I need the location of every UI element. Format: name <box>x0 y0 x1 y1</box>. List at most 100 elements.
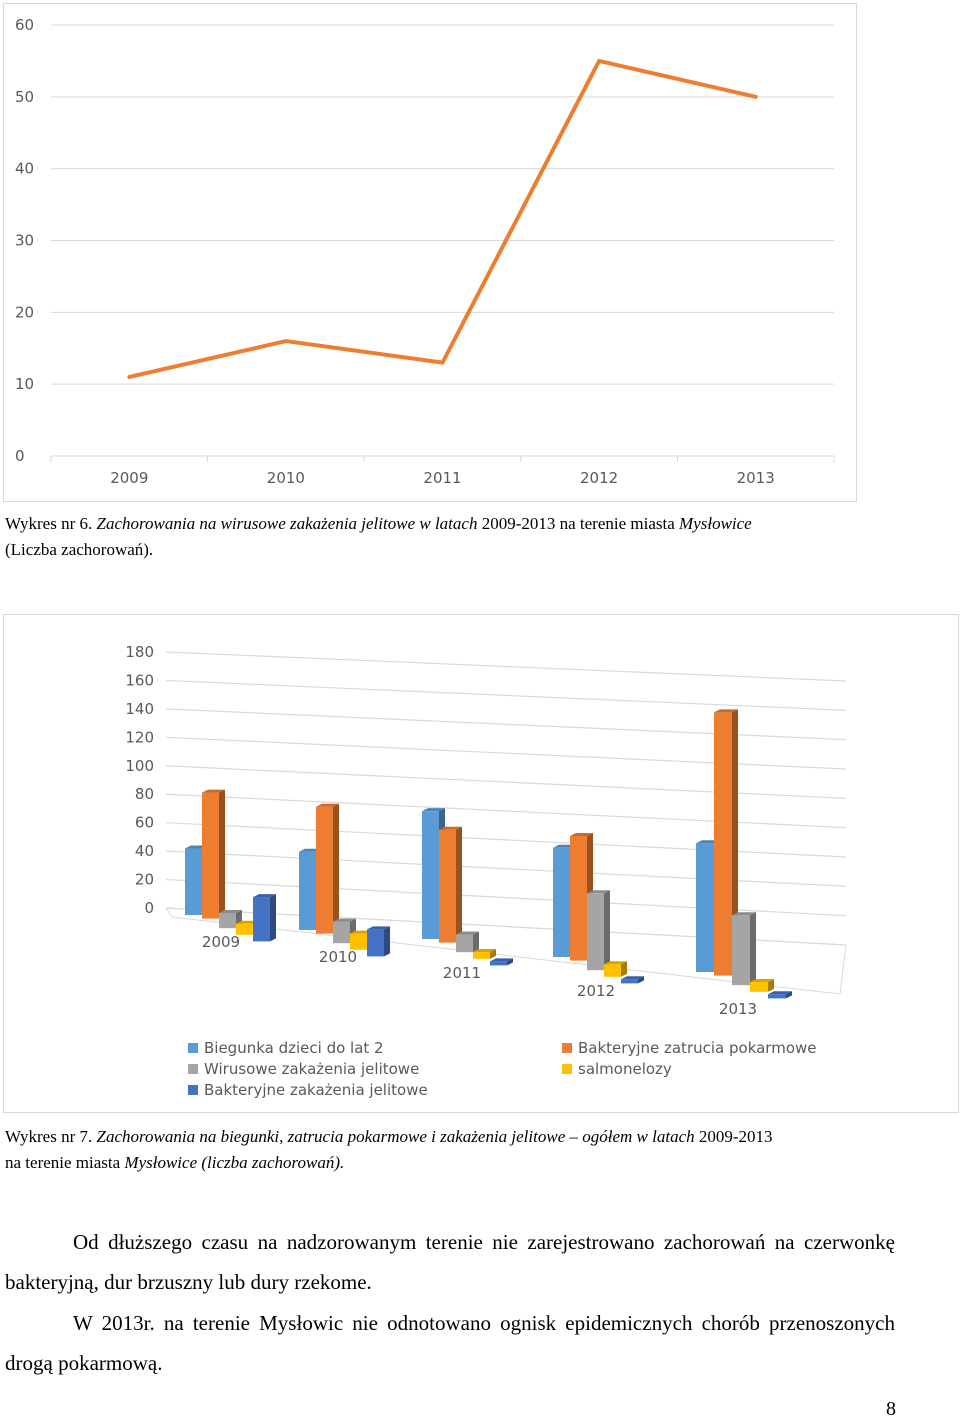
line-chart-svg: 0 10 20 30 40 50 60 2009 2010 2011 2012 2013 <box>15 16 835 487</box>
bar-bakteryjne-zaka-enia-jelitowe-2012 <box>621 976 644 984</box>
bar-front-3-3 <box>604 964 621 977</box>
y-tick-label-0: 0 <box>144 899 154 917</box>
bar-front-4-1 <box>367 929 384 957</box>
bar-top-2-4 <box>732 912 756 916</box>
legend-item-biegunka: Biegunka dzieci do lat 2 <box>188 1039 384 1057</box>
legend-swatch-wirusowe <box>188 1064 198 1074</box>
line-point-3 <box>597 59 601 63</box>
line-chart-container: 0 10 20 30 40 50 60 2009 2010 2011 2012 2013 <box>3 3 857 502</box>
y-tick-label-7: 140 <box>125 700 154 718</box>
bar-wirusowe-zaka-enia-jelitowe-2011 <box>456 931 479 953</box>
paragraph-2: W 2013r. na terenie Mysłowic nie odnotow… <box>5 1303 895 1383</box>
bar-side-2-3 <box>604 890 610 971</box>
legend-label-salmonelozy: salmonelozy <box>578 1060 672 1078</box>
bar-front-0-0 <box>185 848 202 915</box>
line-point-0 <box>127 375 131 379</box>
bar-side-3-3 <box>621 961 627 977</box>
line-series <box>127 58 758 379</box>
bar-front-1-1 <box>316 806 333 934</box>
bar-salmonelozy-2011 <box>473 949 496 959</box>
bar-front-0-3 <box>553 847 570 957</box>
bar-side-2-4 <box>750 912 756 986</box>
legend-item-bakteryjne-zakazenia: Bakteryjne zakażenia jelitowe <box>188 1081 428 1099</box>
bar-front-2-3 <box>587 893 604 971</box>
bar-front-1-2 <box>439 829 456 943</box>
bar-side-2-2 <box>473 931 479 953</box>
bar-top-3-2 <box>473 949 496 952</box>
bar-bakteryjne-zaka-enia-jelitowe-2013 <box>768 991 792 999</box>
bar-front-0-1 <box>299 851 316 930</box>
legend-item-wirusowe: Wirusowe zakażenia jelitowe <box>188 1060 419 1078</box>
bar-front-0-4 <box>696 843 714 972</box>
gridline-9 <box>165 651 847 682</box>
bar-top-0-2 <box>422 808 445 812</box>
chart2-caption-suffix-a: na terenie miasta <box>5 1153 125 1172</box>
chart1-caption-text: Zachorowania na wirusowe zakażenia jelit… <box>96 514 482 533</box>
y-tick-label-2: 40 <box>135 842 154 860</box>
line-point-4 <box>754 95 758 99</box>
bar-top-2-2 <box>456 931 479 935</box>
bar-top-1-4 <box>714 709 738 713</box>
bar-top-1-3 <box>570 833 593 836</box>
bar-side-1-4 <box>732 709 738 976</box>
x-tick-label-0: 2009 <box>202 933 240 951</box>
x-tick-label-4: 2013 <box>737 469 775 487</box>
paragraph-1-text: Od dłuższego czasu na nadzorowanym teren… <box>5 1230 895 1294</box>
bar-top-4-4 <box>768 991 792 995</box>
legend-swatch-bakteryjne-zakazenia <box>188 1085 198 1095</box>
line-point-2 <box>441 361 444 365</box>
bar-wirusowe-zaka-enia-jelitowe-2012 <box>587 890 610 971</box>
bar-top-3-3 <box>604 961 627 965</box>
paragraph-1: Od dłuższego czasu na nadzorowanym teren… <box>5 1222 895 1302</box>
bar-front-1-3 <box>570 836 587 961</box>
x-tick-label-2: 2011 <box>443 964 481 982</box>
bar-side-3-2 <box>490 949 496 959</box>
x-tick-label-3: 2012 <box>577 982 615 1000</box>
bar-bakteryjne-zaka-enia-jelitowe-2011 <box>490 958 513 966</box>
bar-top-1-1 <box>316 803 339 807</box>
bar-side-1-2 <box>456 826 462 943</box>
y-tick-label-4: 40 <box>15 160 34 178</box>
bar-front-4-3 <box>621 979 638 984</box>
bar-salmonelozy-2012 <box>604 961 627 977</box>
x-tick-label-2: 2011 <box>423 469 461 487</box>
bar-front-4-2 <box>490 961 507 966</box>
chart2-caption-suffix-b: Mysłowice (liczba zachorowań). <box>124 1153 345 1172</box>
bar-front-2-4 <box>732 915 750 986</box>
bar-top-3-4 <box>750 979 774 982</box>
bar-bakteryjne-zaka-enia-jelitowe-2010 <box>367 926 390 957</box>
chart2-caption-text: Zachorowania na biegunki, zatrucia pokar… <box>96 1127 699 1146</box>
bar-side-4-0 <box>270 894 276 942</box>
gridline-8 <box>165 679 847 711</box>
bar-side-1-1 <box>333 803 339 934</box>
y-tick-label-1: 20 <box>135 871 154 889</box>
bar-top-4-0 <box>253 894 276 898</box>
bar-bakteryjne-zatrucia-pokarmowe-2010 <box>316 803 339 934</box>
bar-top-4-3 <box>621 976 644 980</box>
chart1-caption-prefix: Wykres nr 6. <box>5 514 97 533</box>
y-tick-label-8: 160 <box>125 671 154 689</box>
bar-chart-svg: 0 20 40 60 80 100 120 140 160 180 2009 2010 2011 2012… <box>125 643 847 1018</box>
bar-bakteryjne-zatrucia-pokarmowe-2013 <box>714 709 738 976</box>
bar-side-4-4 <box>786 991 792 999</box>
legend-swatch-bakteryjne-zatrucia <box>562 1043 572 1053</box>
y-tick-label-0: 0 <box>15 447 25 465</box>
chart-legend: Biegunka dzieci do lat 2 Bakteryjne zatr… <box>4 615 958 1112</box>
x-tick-label-4: 2013 <box>719 1000 757 1018</box>
bar-front-4-4 <box>768 994 786 999</box>
legend-label-wirusowe: Wirusowe zakażenia jelitowe <box>204 1060 420 1078</box>
legend-swatch-salmonelozy <box>562 1064 572 1074</box>
y-tick-label-5: 100 <box>125 757 154 775</box>
legend-label-bakteryjne-zakazenia: Bakteryjne zakażenia jelitowe <box>204 1081 428 1099</box>
chart-floor <box>165 907 847 995</box>
chart2-caption-years: 2009-2013 <box>698 1127 773 1146</box>
bar-side-1-0 <box>219 789 225 919</box>
bar-side-4-3 <box>638 976 644 984</box>
bar-wirusowe-zaka-enia-jelitowe-2013 <box>732 912 756 986</box>
page-number: 8 <box>886 1398 896 1420</box>
legend-item-bakteryjne-zatrucia: Bakteryjne zatrucia pokarmowe <box>562 1039 817 1057</box>
bar-front-1-4 <box>714 712 732 976</box>
bar-front-2-1 <box>333 921 350 944</box>
bar-bakteryjne-zaka-enia-jelitowe-2009 <box>253 894 276 942</box>
x-tick-label-3: 2012 <box>580 469 618 487</box>
